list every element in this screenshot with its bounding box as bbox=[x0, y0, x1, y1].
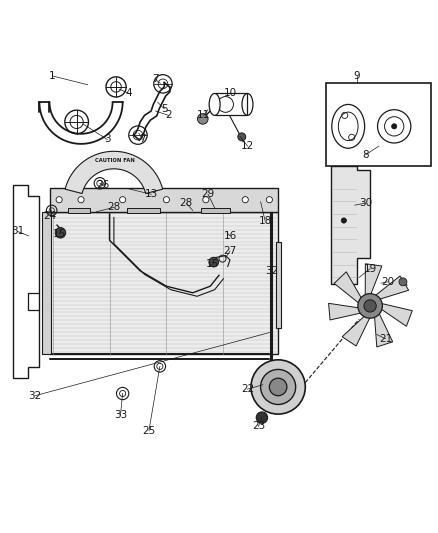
Text: 7: 7 bbox=[152, 75, 159, 84]
Text: 30: 30 bbox=[359, 198, 372, 208]
Text: 33: 33 bbox=[114, 410, 127, 421]
Text: CAUTION FAN: CAUTION FAN bbox=[95, 158, 135, 164]
Text: 31: 31 bbox=[11, 227, 24, 237]
Bar bbox=[42, 212, 51, 354]
Circle shape bbox=[266, 197, 272, 203]
Text: 22: 22 bbox=[241, 384, 254, 394]
Text: 27: 27 bbox=[223, 246, 237, 256]
Text: 28: 28 bbox=[107, 203, 120, 212]
Text: 18: 18 bbox=[258, 215, 272, 225]
Text: 19: 19 bbox=[364, 264, 377, 273]
Text: 10: 10 bbox=[223, 88, 237, 99]
Circle shape bbox=[358, 294, 382, 318]
Bar bbox=[50, 212, 278, 354]
Text: 13: 13 bbox=[145, 189, 158, 199]
Text: 21: 21 bbox=[379, 334, 392, 344]
Circle shape bbox=[203, 197, 209, 203]
Circle shape bbox=[251, 360, 305, 414]
Polygon shape bbox=[381, 303, 412, 326]
Circle shape bbox=[392, 124, 397, 129]
Polygon shape bbox=[374, 313, 393, 347]
Bar bbox=[326, 83, 431, 166]
Circle shape bbox=[120, 197, 126, 203]
Polygon shape bbox=[328, 303, 362, 320]
Text: 28: 28 bbox=[180, 198, 193, 208]
Text: 2: 2 bbox=[165, 110, 172, 120]
Circle shape bbox=[78, 197, 84, 203]
Ellipse shape bbox=[209, 93, 220, 115]
Text: 8: 8 bbox=[362, 150, 369, 160]
Polygon shape bbox=[331, 166, 370, 284]
Bar bbox=[50, 188, 278, 212]
Text: 12: 12 bbox=[241, 141, 254, 151]
Polygon shape bbox=[342, 316, 370, 346]
Bar bbox=[276, 243, 281, 328]
Polygon shape bbox=[65, 151, 162, 193]
Circle shape bbox=[238, 133, 246, 141]
Text: 15: 15 bbox=[206, 260, 219, 269]
Circle shape bbox=[242, 197, 248, 203]
Text: 23: 23 bbox=[252, 422, 265, 431]
Circle shape bbox=[55, 228, 66, 238]
Text: 11: 11 bbox=[197, 110, 210, 120]
Polygon shape bbox=[365, 264, 382, 296]
Circle shape bbox=[269, 378, 287, 395]
Polygon shape bbox=[334, 272, 362, 304]
Text: 15: 15 bbox=[53, 229, 66, 239]
Circle shape bbox=[341, 218, 346, 223]
Polygon shape bbox=[375, 276, 409, 300]
Text: 16: 16 bbox=[223, 231, 237, 241]
Text: 32: 32 bbox=[28, 391, 42, 401]
Text: 4: 4 bbox=[126, 88, 133, 99]
Circle shape bbox=[163, 197, 170, 203]
Circle shape bbox=[261, 369, 296, 405]
Text: 25: 25 bbox=[142, 426, 155, 436]
Text: 26: 26 bbox=[96, 181, 110, 190]
Text: 7: 7 bbox=[139, 134, 146, 144]
Text: 32: 32 bbox=[265, 266, 278, 276]
Bar bbox=[127, 208, 160, 213]
Text: 24: 24 bbox=[44, 211, 57, 221]
Bar bbox=[201, 208, 230, 213]
Bar bbox=[68, 208, 90, 213]
Circle shape bbox=[209, 257, 219, 267]
Circle shape bbox=[364, 300, 376, 312]
Text: 5: 5 bbox=[161, 104, 168, 114]
Circle shape bbox=[399, 278, 407, 286]
Text: 29: 29 bbox=[201, 189, 215, 199]
Bar bbox=[215, 93, 247, 115]
Circle shape bbox=[198, 114, 208, 124]
Circle shape bbox=[256, 412, 268, 423]
Text: 9: 9 bbox=[353, 71, 360, 81]
Circle shape bbox=[56, 197, 62, 203]
Text: 20: 20 bbox=[381, 277, 394, 287]
Text: 1: 1 bbox=[49, 71, 56, 81]
Text: 3: 3 bbox=[104, 134, 111, 144]
